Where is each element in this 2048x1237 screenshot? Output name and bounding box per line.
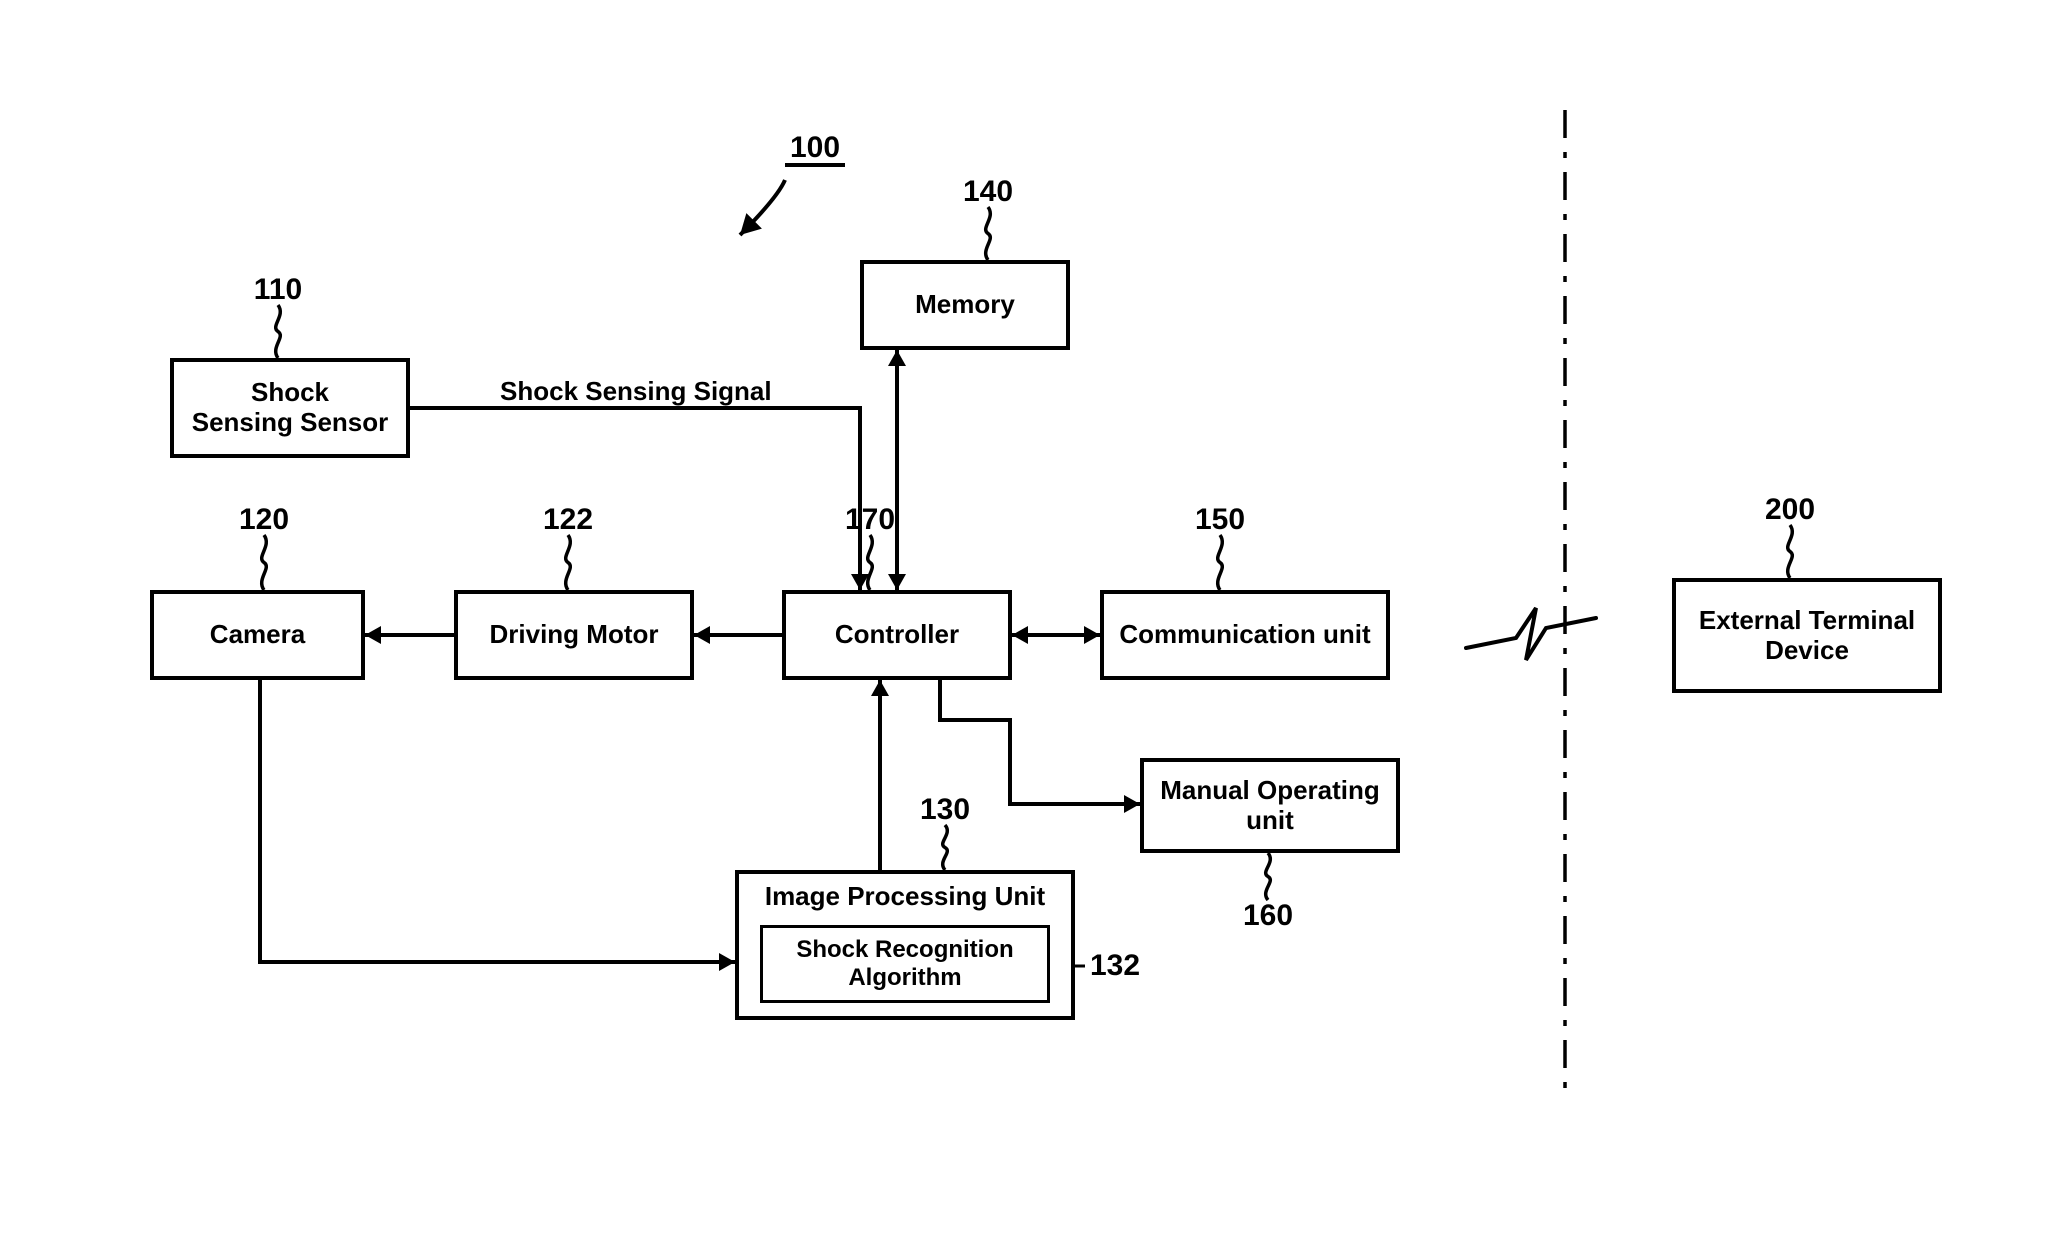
node-label: External TerminalDevice [1699,606,1915,666]
node-driving_motor: Driving Motor [454,590,694,680]
node-controller: Controller [782,590,1012,680]
node-label: Driving Motor [490,620,659,650]
refnum-manual_op: 160 [1243,899,1293,933]
refnum-driving_motor: 122 [543,503,593,537]
node-label: Controller [835,620,959,650]
node-label: Image Processing Unit [765,882,1045,912]
node-label: ShockSensing Sensor [192,378,389,438]
node-ext_terminal: External TerminalDevice [1672,578,1942,693]
node-label: Shock RecognitionAlgorithm [796,936,1013,991]
refnum-system: 100 [790,131,840,165]
refnum-shock_algo: 132 [1090,949,1140,983]
refnum-img_proc: 130 [920,793,970,827]
node-memory: Memory [860,260,1070,350]
node-shock_algo: Shock RecognitionAlgorithm [760,925,1050,1003]
refnum-shock_sensor: 110 [254,273,302,307]
refnum-ext_terminal: 200 [1765,493,1815,527]
node-camera: Camera [150,590,365,680]
refnum-controller: 170 [845,503,895,537]
node-label: Memory [915,290,1015,320]
refnum-memory: 140 [963,175,1013,209]
refnum-camera: 120 [239,503,289,537]
refnum-comm_unit: 150 [1195,503,1245,537]
node-label: Camera [210,620,305,650]
node-label: Manual Operatingunit [1160,776,1380,836]
node-label: Communication unit [1119,620,1370,650]
node-shock_sensor: ShockSensing Sensor [170,358,410,458]
node-manual_op: Manual Operatingunit [1140,758,1400,853]
diagram-canvas: ShockSensing Sensor Camera Driving Motor Co… [0,0,2048,1237]
edge-label-sensor_to_ctrl: Shock Sensing Signal [500,376,772,407]
node-comm_unit: Communication unit [1100,590,1390,680]
